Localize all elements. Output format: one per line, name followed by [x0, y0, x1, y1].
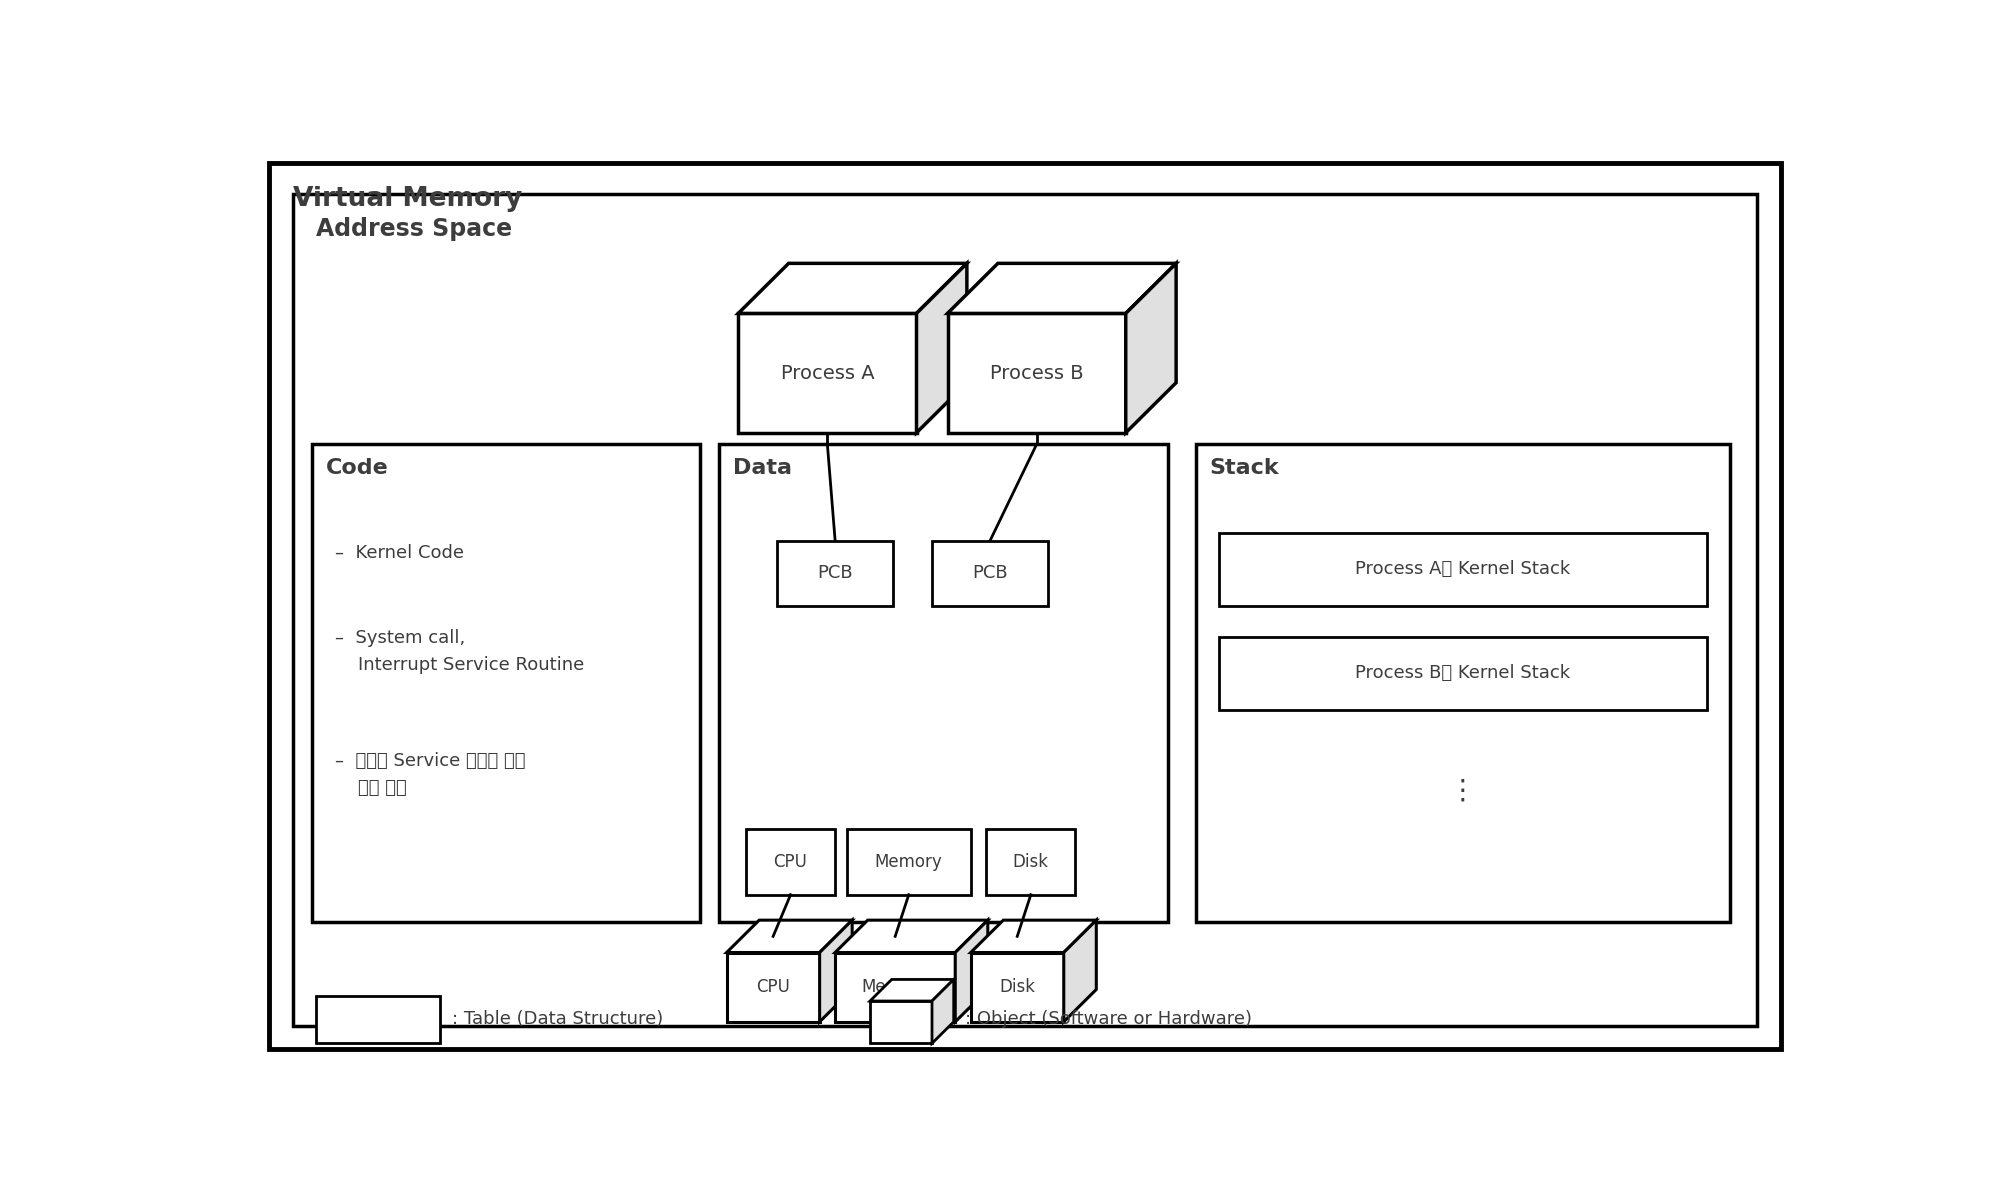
Polygon shape — [970, 953, 1064, 1022]
Polygon shape — [738, 263, 966, 313]
FancyBboxPatch shape — [312, 444, 700, 922]
Polygon shape — [836, 953, 956, 1022]
Text: –  Kernel Code: – Kernel Code — [336, 545, 464, 563]
FancyBboxPatch shape — [316, 996, 440, 1043]
Text: Process A: Process A — [780, 364, 874, 383]
FancyBboxPatch shape — [718, 444, 1168, 922]
Polygon shape — [948, 263, 1176, 313]
FancyBboxPatch shape — [1218, 533, 1708, 606]
Text: ⋮: ⋮ — [1448, 776, 1476, 805]
FancyBboxPatch shape — [846, 829, 970, 895]
Polygon shape — [970, 920, 1096, 953]
Polygon shape — [1064, 920, 1096, 1022]
FancyBboxPatch shape — [932, 540, 1048, 606]
Text: Disk: Disk — [1012, 853, 1048, 871]
Polygon shape — [726, 953, 820, 1022]
Polygon shape — [836, 920, 988, 953]
FancyBboxPatch shape — [292, 194, 1758, 1026]
Text: Process B: Process B — [990, 364, 1084, 383]
Text: Code: Code — [326, 458, 388, 478]
Polygon shape — [870, 979, 954, 1001]
Text: –  System call,
    Interrupt Service Routine: – System call, Interrupt Service Routine — [336, 629, 584, 673]
Polygon shape — [932, 979, 954, 1043]
FancyBboxPatch shape — [746, 829, 836, 895]
Text: Memory: Memory — [874, 853, 942, 871]
Text: Process B의 Kernel Stack: Process B의 Kernel Stack — [1356, 665, 1570, 683]
Text: : Object (Software or Hardware): : Object (Software or Hardware) — [964, 1010, 1252, 1028]
Text: : Table (Data Structure): : Table (Data Structure) — [452, 1010, 662, 1028]
Text: PCB: PCB — [972, 564, 1008, 582]
Polygon shape — [956, 920, 988, 1022]
Text: Process A의 Kernel Stack: Process A의 Kernel Stack — [1356, 560, 1570, 578]
Text: Virtual Memory: Virtual Memory — [292, 186, 522, 212]
Polygon shape — [1126, 263, 1176, 433]
Text: Address Space: Address Space — [316, 217, 512, 241]
Polygon shape — [870, 1001, 932, 1043]
Polygon shape — [916, 263, 966, 433]
Text: Data: Data — [732, 458, 792, 478]
Polygon shape — [738, 313, 916, 433]
Polygon shape — [948, 313, 1126, 433]
FancyBboxPatch shape — [776, 540, 894, 606]
Text: Memory: Memory — [862, 978, 930, 996]
Polygon shape — [726, 920, 852, 953]
FancyBboxPatch shape — [1218, 637, 1708, 710]
Text: Stack: Stack — [1210, 458, 1280, 478]
Text: PCB: PCB — [818, 564, 852, 582]
FancyBboxPatch shape — [986, 829, 1076, 895]
FancyBboxPatch shape — [1196, 444, 1730, 922]
Polygon shape — [820, 920, 852, 1022]
FancyBboxPatch shape — [270, 163, 1780, 1049]
Text: CPU: CPU — [774, 853, 808, 871]
Text: CPU: CPU — [756, 978, 790, 996]
Text: –  편리한 Service 제공을 위한
    각종 코드: – 편리한 Service 제공을 위한 각종 코드 — [336, 752, 526, 797]
Text: Disk: Disk — [1000, 978, 1036, 996]
